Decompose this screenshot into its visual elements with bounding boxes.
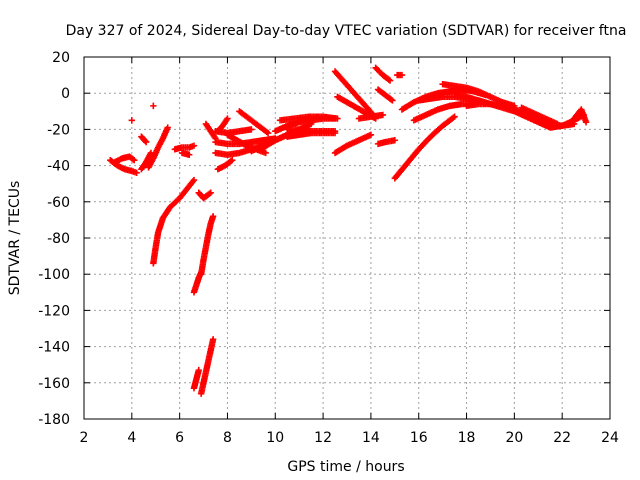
series-arc-05 — [138, 133, 150, 146]
series-arc-07 — [145, 124, 171, 171]
data-point — [398, 71, 406, 79]
data-point — [248, 126, 255, 133]
y-tick-label: 20 — [52, 50, 70, 66]
data-point — [190, 142, 198, 149]
data-point — [142, 138, 150, 146]
series-arc-29 — [284, 129, 339, 140]
series-arc-33 — [355, 111, 387, 122]
data-point — [129, 156, 137, 163]
data-point — [209, 213, 217, 220]
data-point — [195, 366, 202, 374]
y-tick-label: -140 — [38, 340, 70, 356]
y-tick-label: 0 — [61, 86, 70, 102]
chart-title: Day 327 of 2024, Sidereal Day-to-day VTE… — [66, 23, 627, 39]
series-arc-34 — [372, 64, 394, 84]
x-tick-label: 16 — [410, 430, 428, 446]
data-point — [389, 97, 396, 104]
series-arc-14 — [197, 213, 217, 278]
series-arc-38 — [391, 113, 458, 182]
series-arc-48 — [570, 106, 590, 126]
series-arc-23 — [236, 108, 272, 137]
tick-layer: 2 4 6 8 10 12 14 16 18 20 22 24-180-160-140-120-100… — [38, 50, 619, 446]
data-point — [128, 117, 136, 124]
series-arc-37 — [374, 137, 399, 148]
x-axis-label: GPS time / hours — [287, 459, 404, 475]
data-point — [229, 156, 236, 164]
y-tick-label: -80 — [47, 231, 70, 247]
series-arc-02 — [111, 153, 138, 166]
data-point — [451, 113, 458, 120]
data-point — [386, 77, 394, 84]
data-point — [367, 131, 375, 139]
series-arc-18 — [214, 156, 236, 173]
series-arc-06 — [150, 102, 157, 110]
points-layer — [107, 64, 590, 397]
x-tick-label: 8 — [223, 430, 232, 446]
y-tick-label: -100 — [38, 267, 70, 283]
data-point — [264, 129, 272, 137]
series-arc-27 — [276, 113, 341, 124]
data-point — [164, 124, 171, 131]
data-point — [209, 336, 217, 343]
x-tick-label: 22 — [553, 430, 571, 446]
x-tick-label: 12 — [314, 430, 332, 446]
data-point — [582, 118, 590, 126]
data-point — [331, 129, 339, 137]
x-tick-label: 18 — [458, 430, 476, 446]
series-arc-09 — [171, 142, 198, 153]
series-arc-12 — [190, 366, 202, 392]
data-point — [207, 189, 214, 196]
data-point — [150, 102, 157, 110]
data-point — [224, 115, 231, 122]
data-point — [388, 96, 395, 103]
data-point — [379, 111, 387, 119]
x-tick-label: 2 — [80, 430, 89, 446]
y-axis-label: SDTVAR / TECUs — [7, 181, 23, 296]
data-point — [334, 115, 341, 122]
data-point — [131, 156, 138, 164]
data-point — [227, 157, 235, 165]
x-tick-label: 4 — [127, 430, 136, 446]
data-point — [554, 120, 561, 128]
series-arc-08 — [150, 176, 198, 267]
x-tick-label: 14 — [362, 430, 380, 446]
series-arc-01 — [107, 156, 140, 177]
x-tick-label: 20 — [505, 430, 523, 446]
data-point — [133, 169, 140, 177]
y-tick-label: -60 — [47, 195, 70, 211]
data-point — [186, 151, 193, 158]
data-point — [385, 76, 393, 83]
series-arc-03 — [128, 117, 136, 124]
series-arc-13 — [195, 189, 214, 202]
data-point — [262, 149, 269, 157]
data-point — [206, 190, 213, 197]
y-tick-label: -20 — [47, 122, 70, 138]
y-tick-label: -40 — [47, 159, 70, 175]
data-point — [391, 137, 399, 144]
series-arc-15 — [197, 336, 217, 397]
series-arc-36 — [394, 71, 406, 79]
series-arc-35 — [374, 86, 396, 104]
data-point — [450, 114, 457, 121]
x-tick-label: 6 — [175, 430, 184, 446]
series-arc-47 — [518, 104, 561, 128]
x-tick-label: 10 — [266, 430, 284, 446]
y-tick-label: -180 — [38, 412, 70, 428]
x-tick-label: 24 — [601, 430, 619, 446]
series-arc-32 — [331, 131, 375, 157]
data-point — [142, 137, 149, 145]
y-tick-label: -160 — [38, 376, 70, 392]
series-arc-10 — [178, 149, 193, 158]
data-point — [190, 176, 198, 184]
data-point — [189, 178, 197, 185]
y-tick-label: -120 — [38, 303, 70, 319]
